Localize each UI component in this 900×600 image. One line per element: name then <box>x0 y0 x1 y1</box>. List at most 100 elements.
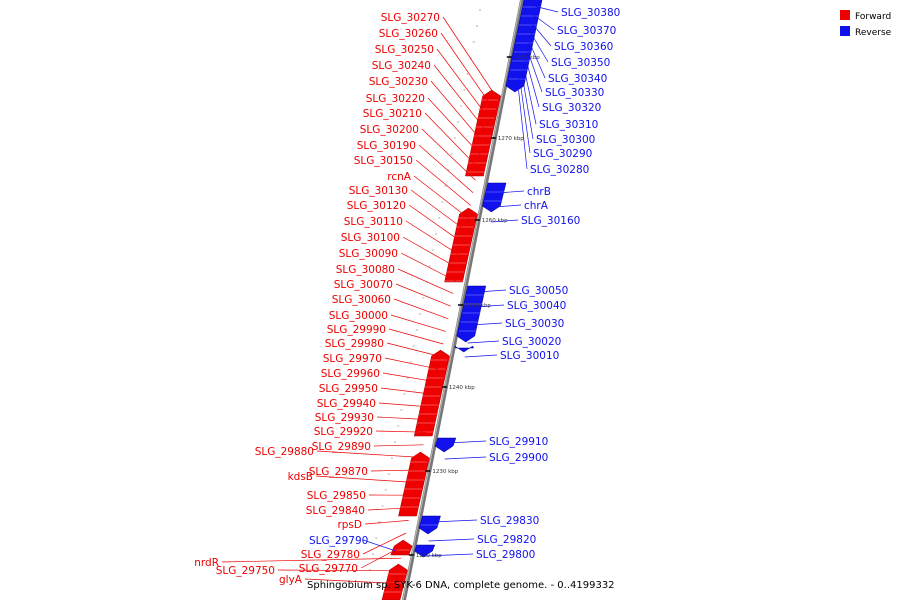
legend-reverse-swatch <box>840 26 850 36</box>
gene-label-slg-30130[interactable]: SLG_30130 <box>349 185 408 197</box>
legend-reverse-label: Reverse <box>855 28 892 38</box>
legend-forward-swatch <box>840 10 850 20</box>
leader-line <box>524 53 540 108</box>
scale-tick-label: 1260 kbp <box>482 218 508 224</box>
gene-label-slg-30110[interactable]: SLG_30110 <box>344 216 403 228</box>
gene-label-slg-30200[interactable]: SLG_30200 <box>360 124 419 136</box>
gene-label-slg-30020[interactable]: SLG_30020 <box>502 336 561 348</box>
gene-label-slg-30270[interactable]: SLG_30270 <box>381 12 440 24</box>
gene-label-slg-29850[interactable]: SLG_29850 <box>307 490 366 502</box>
gene-label-slg-29900[interactable]: SLG_29900 <box>489 452 548 464</box>
gene-label-slg-30100[interactable]: SLG_30100 <box>341 232 400 244</box>
leader-line <box>428 538 475 542</box>
gene-label-slg-29910[interactable]: SLG_29910 <box>489 436 548 448</box>
gene-label-slg-29940[interactable]: SLG_29940 <box>317 398 376 410</box>
gene-label-slg-30380[interactable]: SLG_30380 <box>561 7 620 19</box>
gene-label-slg-29750[interactable]: SLG_29750 <box>216 565 275 577</box>
leader-line <box>533 5 559 13</box>
gene-label-slg-30080[interactable]: SLG_30080 <box>336 264 395 276</box>
leader-line <box>390 314 446 332</box>
gene-label-slg-29790[interactable]: SLG_29790 <box>309 535 368 547</box>
gene-label-slg-30320[interactable]: SLG_30320 <box>542 102 601 114</box>
gene-label-glya[interactable]: glyA <box>279 574 303 586</box>
forward-gene-block[interactable] <box>398 451 430 517</box>
gene-label-kdsb[interactable]: kdsB <box>288 471 313 483</box>
gene-label-slg-29830[interactable]: SLG_29830 <box>480 515 539 527</box>
gene-label-slg-29840[interactable]: SLG_29840 <box>306 505 365 517</box>
leader-line <box>380 387 434 395</box>
gene-label-slg-29770[interactable]: SLG_29770 <box>299 563 358 575</box>
scale-tick-label: 1240 kbp <box>449 385 475 391</box>
gene-label-slg-30350[interactable]: SLG_30350 <box>551 57 610 69</box>
leader-line <box>221 557 402 563</box>
leader-line <box>373 444 424 447</box>
gene-label-slg-30360[interactable]: SLG_30360 <box>554 41 613 53</box>
reverse-gene-block[interactable] <box>414 544 436 558</box>
leader-line <box>376 416 429 420</box>
reverse-gene-block[interactable] <box>434 437 457 453</box>
gene-label-slg-30370[interactable]: SLG_30370 <box>557 25 616 37</box>
gene-label-slg-30040[interactable]: SLG_30040 <box>507 300 566 312</box>
gene-label-slg-29800[interactable]: SLG_29800 <box>476 549 535 561</box>
gene-label-rcna[interactable]: rcnA <box>387 171 412 183</box>
gene-label-slg-30230[interactable]: SLG_30230 <box>369 76 428 88</box>
gene-label-slg-30030[interactable]: SLG_30030 <box>505 318 564 330</box>
gene-label-slg-30190[interactable]: SLG_30190 <box>357 140 416 152</box>
gene-label-slg-29870[interactable]: SLG_29870 <box>309 466 368 478</box>
reverse-gene-block[interactable] <box>482 182 507 213</box>
gene-label-slg-30280[interactable]: SLG_30280 <box>530 164 589 176</box>
gene-label-slg-30300[interactable]: SLG_30300 <box>536 134 595 146</box>
leader-line <box>519 77 531 154</box>
leader-line <box>393 298 449 320</box>
genome-caption: Sphingobium sp. SYK-6 DNA, complete geno… <box>307 580 615 591</box>
leader-line <box>520 69 534 140</box>
gene-label-slg-30250[interactable]: SLG_30250 <box>375 44 434 56</box>
gene-label-slg-30260[interactable]: SLG_30260 <box>379 28 438 40</box>
reverse-gene-block[interactable] <box>454 345 474 353</box>
leader-line <box>442 16 494 93</box>
leader-line <box>528 29 549 63</box>
reverse-gene-block[interactable] <box>456 285 487 343</box>
gene-label-slg-30310[interactable]: SLG_30310 <box>539 119 598 131</box>
gene-label-slg-30220[interactable]: SLG_30220 <box>366 93 425 105</box>
gene-label-rpsd[interactable]: rpsD <box>337 519 362 531</box>
gene-label-slg-29920[interactable]: SLG_29920 <box>314 426 373 438</box>
gene-label-slg-30150[interactable]: SLG_30150 <box>354 155 413 167</box>
gene-label-slg-30160[interactable]: SLG_30160 <box>521 215 580 227</box>
leader-line <box>397 268 454 294</box>
gene-label-slg-30070[interactable]: SLG_30070 <box>334 279 393 291</box>
gene-label-slg-30090[interactable]: SLG_30090 <box>339 248 398 260</box>
leader-line <box>525 45 543 93</box>
reverse-gene-block[interactable] <box>505 0 543 93</box>
gene-label-slg-29990[interactable]: SLG_29990 <box>327 324 386 336</box>
gene-label-slg-30120[interactable]: SLG_30120 <box>347 200 406 212</box>
gene-label-slg-29890[interactable]: SLG_29890 <box>312 441 371 453</box>
gene-label-slg-30050[interactable]: SLG_30050 <box>509 285 568 297</box>
forward-gene-block[interactable] <box>381 563 408 600</box>
gene-label-slg-30060[interactable]: SLG_30060 <box>332 294 391 306</box>
leader-line <box>405 220 461 257</box>
gene-label-chrb[interactable]: chrB <box>527 186 551 198</box>
leader-line <box>432 519 478 523</box>
gene-label-slg-30210[interactable]: SLG_30210 <box>363 108 422 120</box>
gene-label-chra[interactable]: chrA <box>524 200 549 212</box>
gene-label-slg-29980[interactable]: SLG_29980 <box>325 338 384 350</box>
legend-forward-label: Forward <box>855 12 891 22</box>
gene-label-slg-30340[interactable]: SLG_30340 <box>548 73 607 85</box>
gene-label-slg-30000[interactable]: SLG_30000 <box>329 310 388 322</box>
leader-line <box>388 328 444 345</box>
gene-label-slg-29780[interactable]: SLG_29780 <box>301 549 360 561</box>
gene-label-slg-29820[interactable]: SLG_29820 <box>477 534 536 546</box>
forward-gene-block[interactable] <box>390 539 413 556</box>
gene-label-slg-29930[interactable]: SLG_29930 <box>315 412 374 424</box>
gene-label-slg-30010[interactable]: SLG_30010 <box>500 350 559 362</box>
gene-label-slg-29950[interactable]: SLG_29950 <box>319 383 378 395</box>
gene-label-slg-30290[interactable]: SLG_30290 <box>533 148 592 160</box>
gene-label-slg-30240[interactable]: SLG_30240 <box>372 60 431 72</box>
gene-label-slg-29880[interactable]: SLG_29880 <box>255 446 314 458</box>
gene-label-slg-29970[interactable]: SLG_29970 <box>323 353 382 365</box>
gene-label-nrdr[interactable]: nrdR <box>194 557 219 569</box>
gene-label-slg-30330[interactable]: SLG_30330 <box>545 87 604 99</box>
gene-label-slg-29960[interactable]: SLG_29960 <box>321 368 380 380</box>
